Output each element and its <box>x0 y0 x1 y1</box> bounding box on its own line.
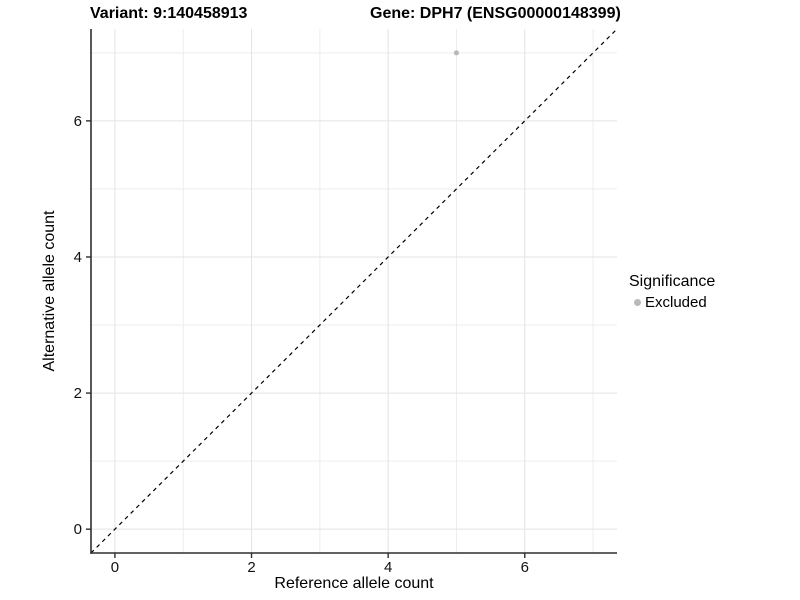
y-axis-title: Alternative allele count <box>41 210 58 372</box>
x-tick-label: 6 <box>521 559 529 576</box>
x-axis-title: Reference allele count <box>274 575 434 592</box>
variant-title: Variant: 9:140458913 <box>90 5 248 22</box>
y-tick-label: 0 <box>74 521 82 538</box>
identity-reference-line <box>90 28 618 554</box>
legend-entry-label: Excluded <box>645 294 707 311</box>
x-tick-label: 0 <box>111 559 119 576</box>
legend-entry-excluded: Excluded <box>634 294 715 311</box>
gene-title: Gene: DPH7 (ENSG00000148399) <box>370 5 621 22</box>
y-tick-label: 4 <box>74 249 82 266</box>
legend-title: Significance <box>629 273 716 290</box>
data-point <box>453 50 460 56</box>
x-tick-label: 2 <box>247 559 255 576</box>
legend-key-dot-icon <box>634 299 641 306</box>
y-tick-label: 6 <box>74 113 82 130</box>
y-tick-label: 2 <box>74 385 82 402</box>
legend: Significance Excluded <box>629 273 715 311</box>
x-tick-label: 4 <box>384 559 392 576</box>
